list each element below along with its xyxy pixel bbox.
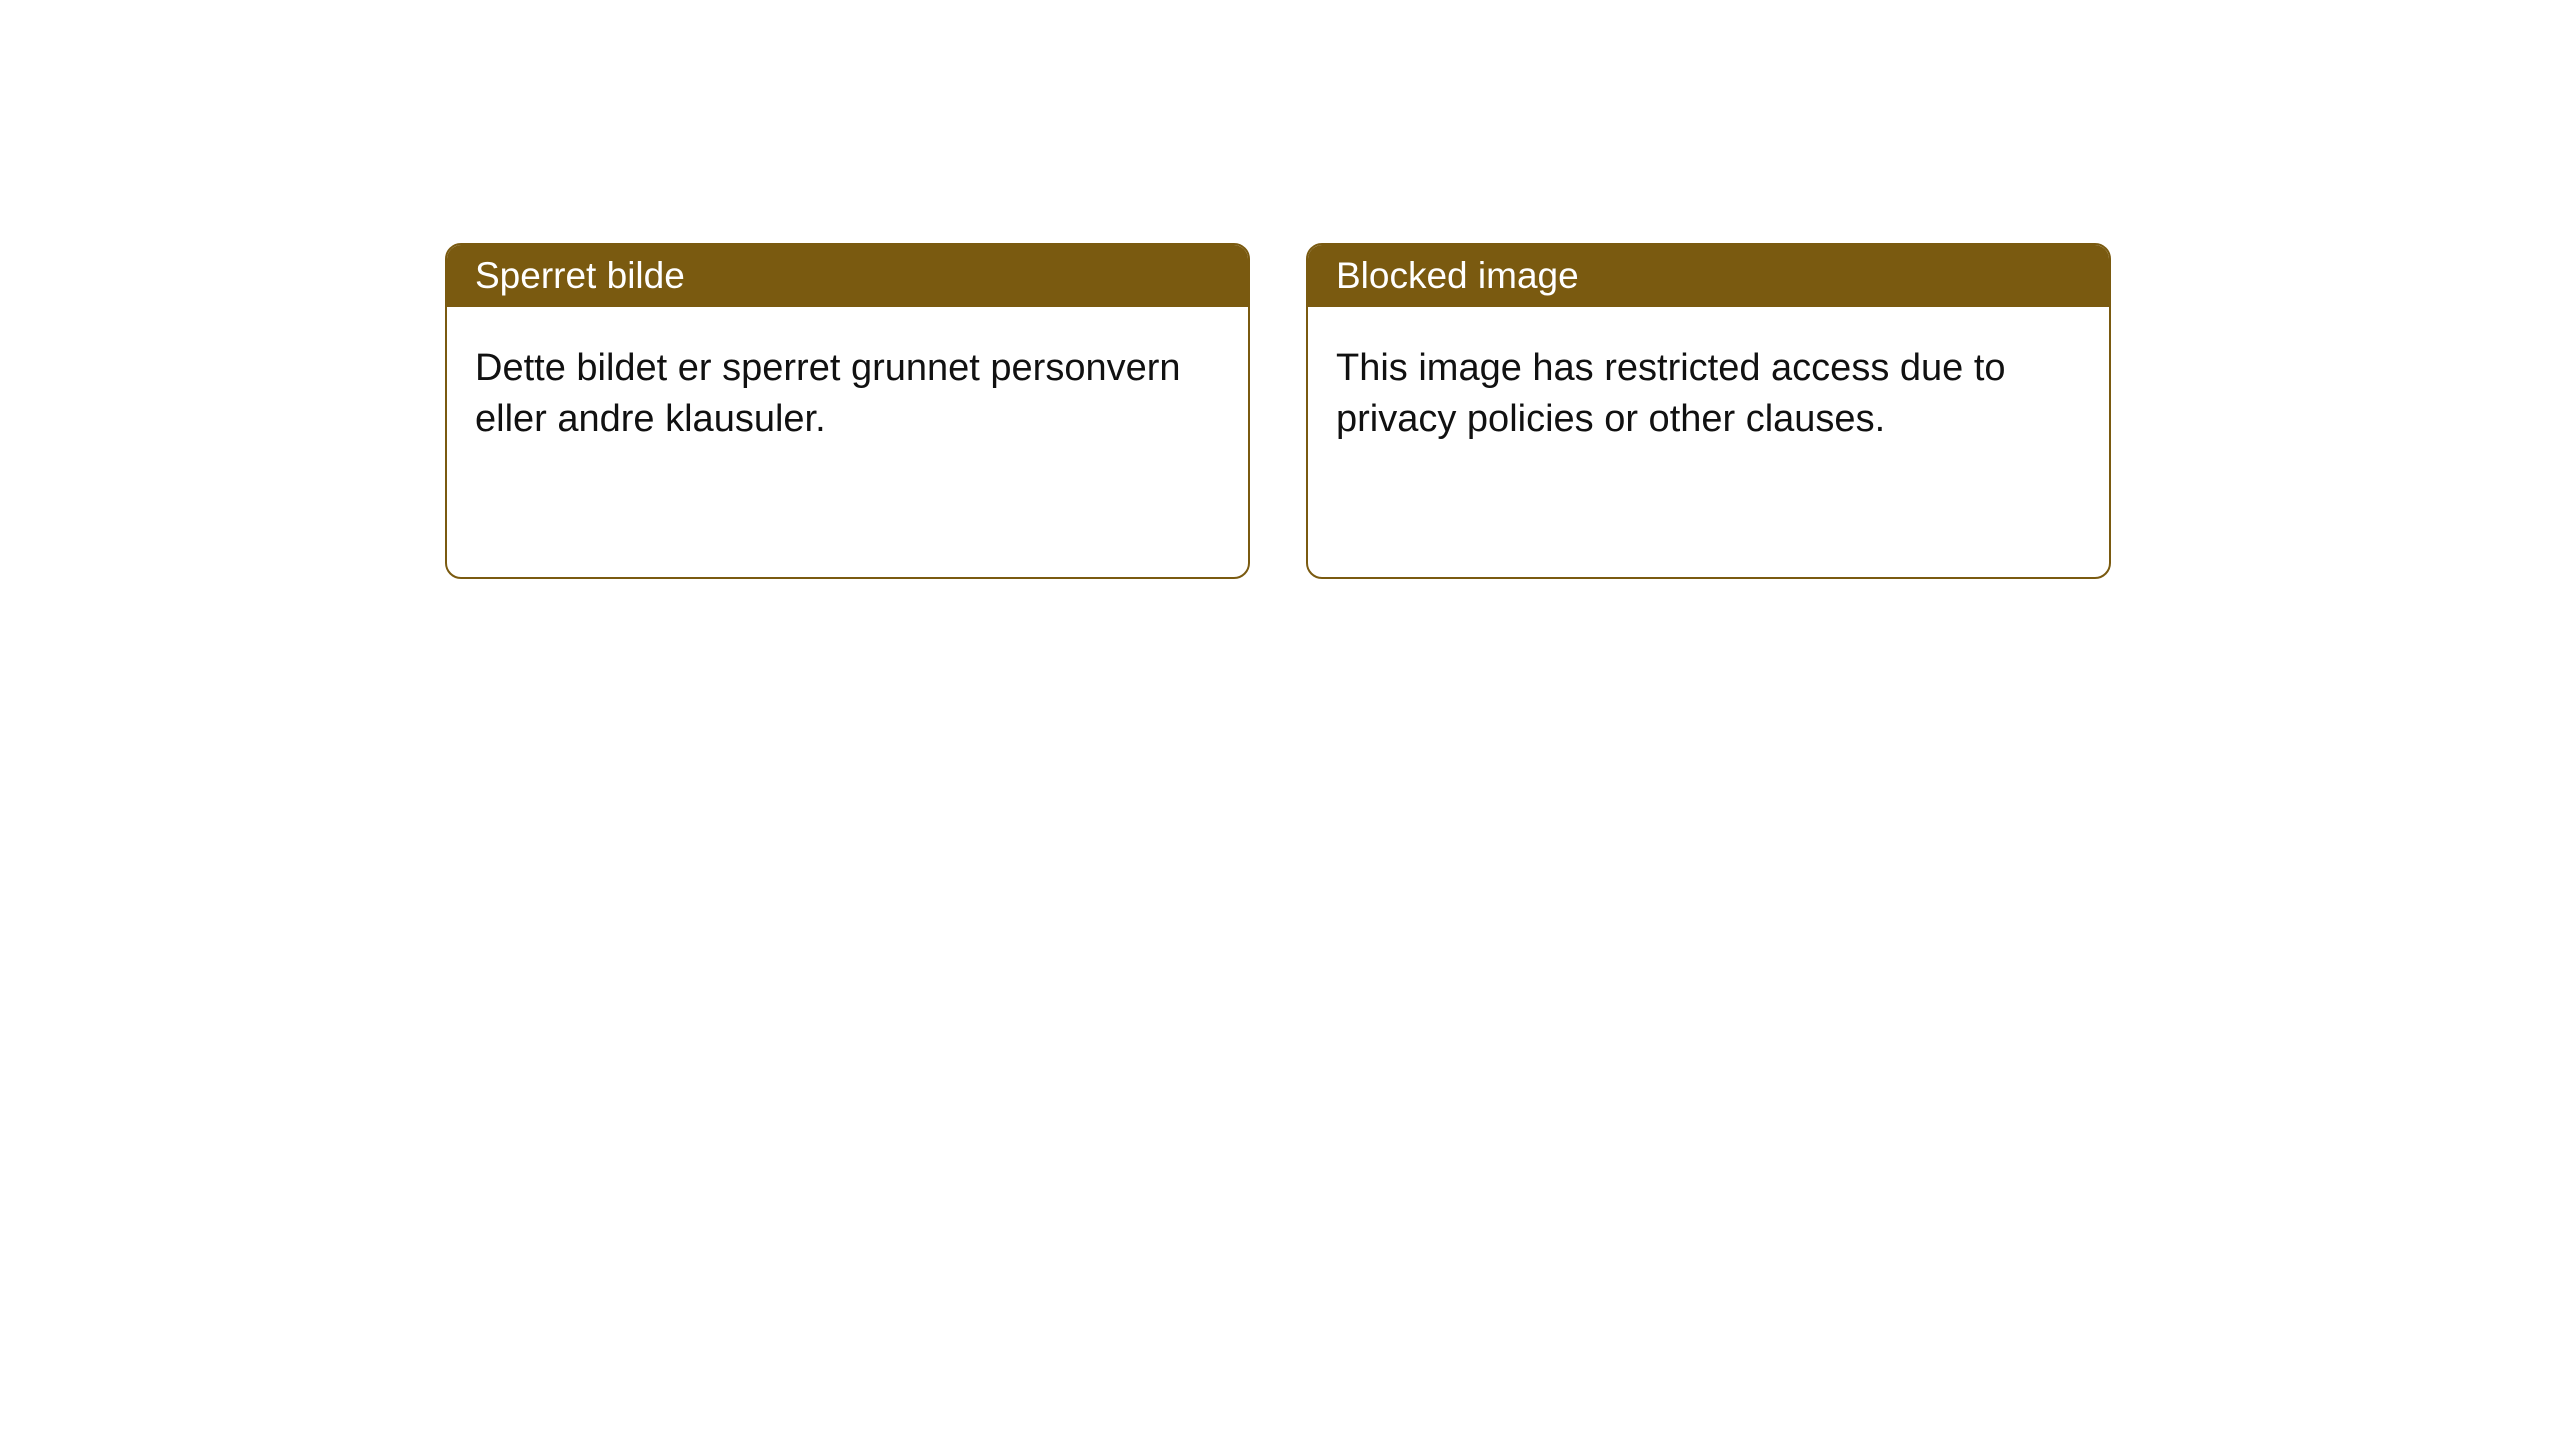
card-title-en: Blocked image: [1308, 245, 2109, 307]
card-title-no: Sperret bilde: [447, 245, 1248, 307]
card-body-no: Dette bildet er sperret grunnet personve…: [447, 307, 1248, 577]
blocked-image-card-en: Blocked image This image has restricted …: [1306, 243, 2111, 579]
blocked-image-card-no: Sperret bilde Dette bildet er sperret gr…: [445, 243, 1250, 579]
notice-container: Sperret bilde Dette bildet er sperret gr…: [0, 0, 2560, 579]
card-body-en: This image has restricted access due to …: [1308, 307, 2109, 577]
